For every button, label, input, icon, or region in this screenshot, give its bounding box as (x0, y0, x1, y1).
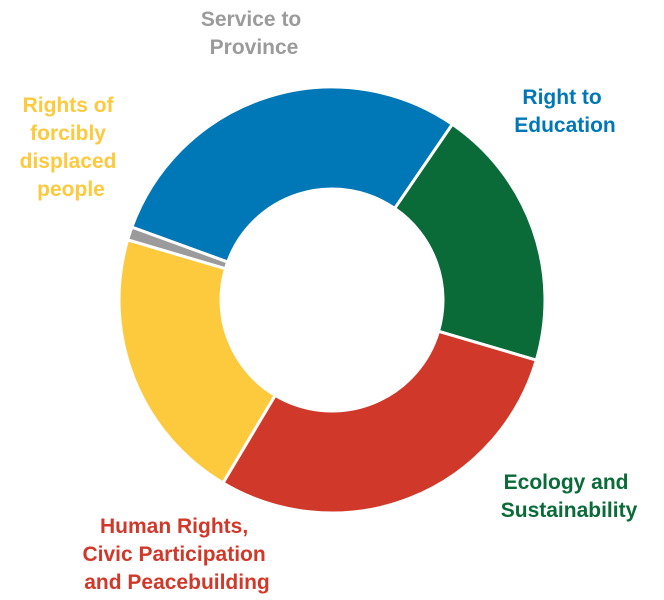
label-province: Service to Province (201, 8, 307, 59)
slice-ecology (393, 122, 547, 362)
label-education: Right to Education (514, 86, 616, 137)
label-human-rights: Human Rights, Civic Participation and Pe… (82, 515, 271, 594)
slice-labels: Right to Education Ecology and Sustainab… (20, 8, 638, 594)
slice-displaced (117, 238, 277, 485)
slice-province (126, 225, 230, 271)
label-ecology: Ecology and Sustainability (501, 471, 638, 522)
slice-human_rights (221, 329, 538, 515)
donut-slices (117, 85, 547, 515)
slice-education (130, 85, 454, 264)
label-displaced: Rights of forcibly displaced people (20, 94, 123, 201)
